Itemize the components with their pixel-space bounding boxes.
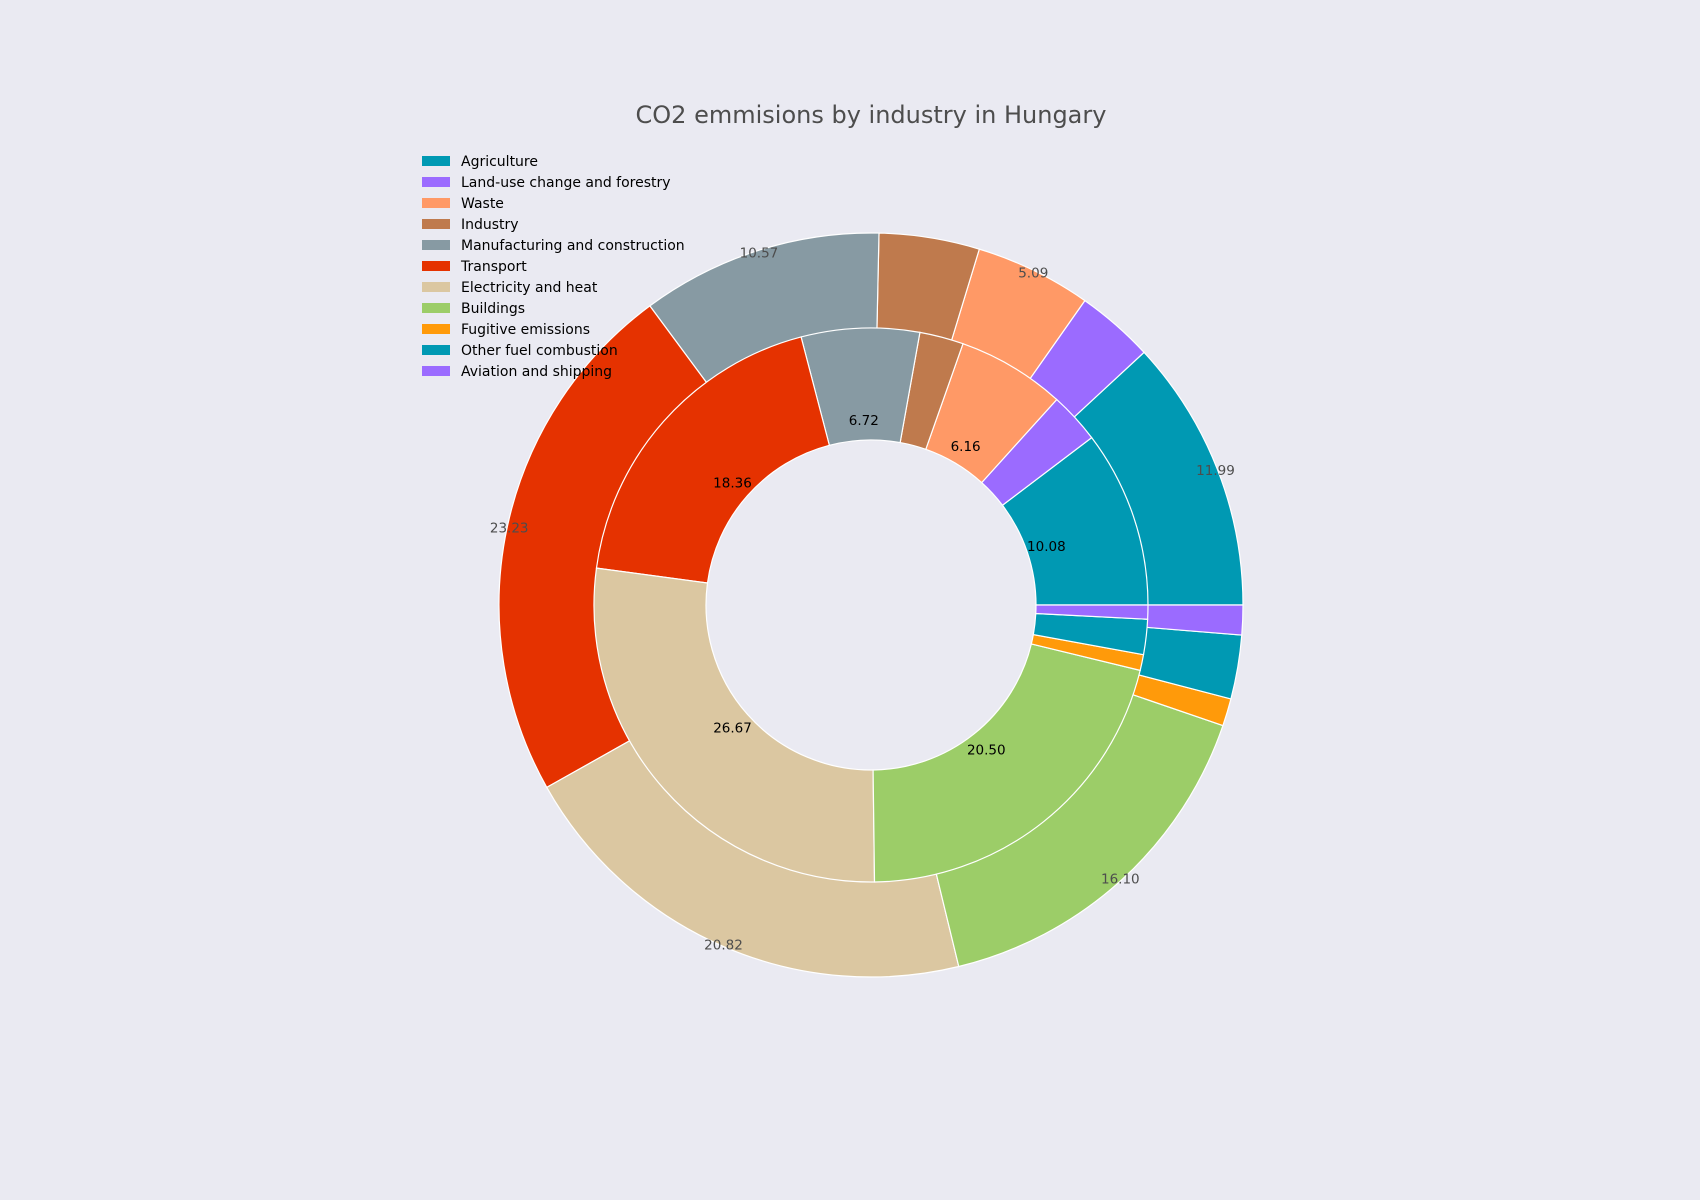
legend-swatch-fugitive-emissions — [422, 324, 450, 334]
legend-label-industry: Industry — [461, 217, 519, 233]
legend-label-waste: Waste — [461, 196, 504, 212]
inner-label-manufacturing-and-construction: 6.72 — [849, 413, 879, 429]
outer-label-waste: 5.09 — [1018, 265, 1048, 281]
legend-label-manufacturing-and-construction: Manufacturing and construction — [461, 238, 685, 254]
legend-swatch-aviation-and-shipping — [422, 366, 450, 376]
legend-swatch-transport — [422, 261, 450, 271]
inner-wedge-electricity-and-heat — [593, 567, 876, 883]
inner-wedge-aviation-and-shipping — [1035, 604, 1149, 620]
legend-label-fugitive-emissions: Fugitive emissions — [461, 322, 590, 338]
outer-label-transport: 23.23 — [490, 521, 529, 537]
inner-label-electricity-and-heat: 26.67 — [713, 721, 752, 737]
legend-swatch-manufacturing-and-construction — [422, 240, 450, 250]
inner-wedge-transport — [595, 336, 831, 584]
outer-label-manufacturing-and-construction: 10.57 — [740, 245, 779, 261]
legend-label-aviation-and-shipping: Aviation and shipping — [461, 364, 612, 380]
outer-label-buildings: 16.10 — [1101, 871, 1140, 887]
legend-swatch-land-use-change-and-forestry — [422, 177, 450, 187]
inner-label-agriculture: 10.08 — [1027, 539, 1066, 555]
legend-swatch-buildings — [422, 303, 450, 313]
legend-label-other-fuel-combustion: Other fuel combustion — [461, 343, 618, 359]
inner-wedge-buildings — [872, 643, 1141, 883]
chart-title: CO2 emmisions by industry in Hungary — [636, 101, 1107, 129]
legend-swatch-waste — [422, 198, 450, 208]
outer-label-agriculture: 11.99 — [1196, 463, 1235, 479]
legend: Agriculture Land-use change and forestry W… — [422, 154, 685, 380]
outer-label-electricity-and-heat: 20.82 — [704, 937, 743, 953]
legend-label-buildings: Buildings — [461, 301, 525, 317]
legend-swatch-industry — [422, 219, 450, 229]
inner-ring — [593, 327, 1149, 883]
legend-label-transport: Transport — [460, 259, 527, 275]
legend-label-agriculture: Agriculture — [461, 154, 538, 170]
legend-label-electricity-and-heat: Electricity and heat — [461, 280, 598, 296]
inner-label-buildings: 20.50 — [967, 743, 1006, 759]
legend-swatch-other-fuel-combustion — [422, 345, 450, 355]
inner-label-transport: 18.36 — [713, 475, 752, 491]
ring-labels: 11.99 5.09 10.57 23.23 20.82 16.10 10.08 6.16 6.… — [490, 245, 1235, 953]
legend-label-land-use-change-and-forestry: Land-use change and forestry — [461, 175, 671, 191]
legend-swatch-agriculture — [422, 156, 450, 166]
inner-label-waste: 6.16 — [951, 439, 981, 455]
legend-swatch-electricity-and-heat — [422, 282, 450, 292]
